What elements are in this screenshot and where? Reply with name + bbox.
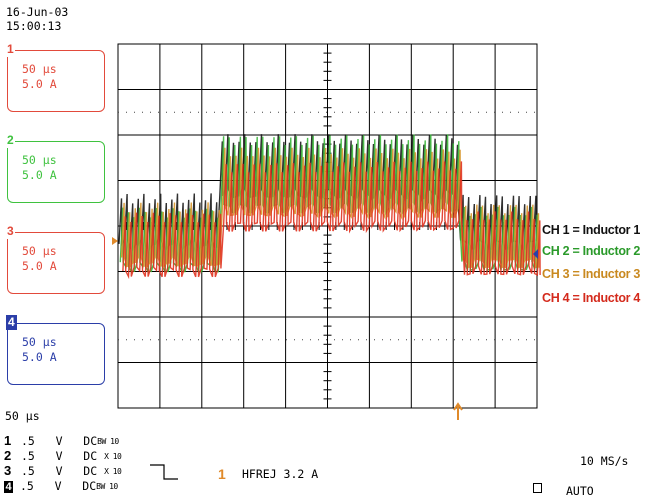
trace-ch1 xyxy=(118,134,537,252)
markers xyxy=(112,237,538,420)
legend-ch1: CH 1 = Inductor 1 xyxy=(542,223,641,237)
channel-3-timebase: 50 μs xyxy=(22,244,57,258)
channel-2-box[interactable]: 2 50 μs 5.0 A xyxy=(6,133,105,203)
channel-3-scale: 5.0 A xyxy=(22,259,57,273)
channel-1-timebase: 50 μs xyxy=(22,62,57,76)
setting-row-3: 3 .5 V DC X 10 xyxy=(4,463,122,478)
setting-2-coupling: DC xyxy=(83,449,98,463)
channel-4-scale: 5.0 A xyxy=(22,350,57,364)
trace-ch4 xyxy=(122,161,541,280)
channel-2-timebase: 50 μs xyxy=(22,153,57,167)
setting-4-limit: BW 10 xyxy=(96,482,118,491)
channel-1-scale: 5.0 A xyxy=(22,77,57,91)
date-text: 16-Jun-03 xyxy=(6,5,69,19)
channel-4-timebase: 50 μs xyxy=(22,335,57,349)
setting-1-unit: V xyxy=(55,434,63,448)
channel-3-number: 3 xyxy=(6,224,15,239)
setting-3-limit: X 10 xyxy=(104,467,122,476)
channel-2-number: 2 xyxy=(6,133,15,148)
trigger-channel: 1 xyxy=(218,466,226,482)
setting-4-coupling: DC xyxy=(82,479,97,493)
setting-4-num: 4 xyxy=(4,481,13,493)
setting-3-unit: V xyxy=(55,464,63,478)
setting-2-unit: V xyxy=(55,449,63,463)
setting-2-volts: .5 xyxy=(20,449,35,463)
legend-ch3: CH 3 = Inductor 3 xyxy=(542,267,641,281)
setting-4-volts: .5 xyxy=(19,479,34,493)
trigger-text: HFREJ 3.2 A xyxy=(242,467,319,481)
sample-rate: 10 MS/s xyxy=(580,454,629,468)
setting-1-limit: BW 10 xyxy=(97,437,119,446)
channel-1-number: 1 xyxy=(6,42,15,57)
setting-2-num: 2 xyxy=(4,448,12,463)
setting-1-volts: .5 xyxy=(20,434,35,448)
legend-ch4: CH 4 = Inductor 4 xyxy=(542,291,641,305)
setting-1-num: 1 xyxy=(4,433,12,448)
trigger-arrow-marker xyxy=(453,402,463,420)
channel-4-box[interactable]: 4 50 μs 5.0 A xyxy=(6,315,105,385)
time-text: 15:00:13 xyxy=(6,19,62,33)
setting-3-coupling: DC xyxy=(83,464,98,478)
setting-3-volts: .5 xyxy=(20,464,35,478)
channel-1-box[interactable]: 1 50 μs 5.0 A xyxy=(6,42,105,112)
acquisition-status-icon xyxy=(533,483,542,493)
legend-ch2: CH 2 = Inductor 2 xyxy=(542,244,641,258)
trace-ch3 xyxy=(120,147,540,270)
trigger-mode: AUTO xyxy=(566,484,594,498)
setting-1-coupling: DC xyxy=(83,434,98,448)
channel-2-scale: 5.0 A xyxy=(22,168,57,182)
ground-marker-left xyxy=(112,237,118,245)
trigger-level-marker xyxy=(533,249,538,259)
setting-row-4: 4 .5 V DCBW 10 xyxy=(4,479,118,493)
waveform-traces xyxy=(118,134,541,280)
channel-4-number: 4 xyxy=(6,315,17,330)
setting-4-unit: V xyxy=(54,479,62,493)
timestamp: 16-Jun-03 15:00:13 xyxy=(6,5,68,33)
setting-row-2: 2 .5 V DC X 10 xyxy=(4,448,122,463)
setting-row-1: 1 .5 V DCBW 10 xyxy=(4,433,119,448)
setting-3-num: 3 xyxy=(4,463,12,478)
setting-2-limit: X 10 xyxy=(104,452,122,461)
trigger-slope-icon xyxy=(150,464,178,480)
channel-3-box[interactable]: 3 50 μs 5.0 A xyxy=(6,224,105,294)
footer-timebase: 50 μs xyxy=(5,409,40,423)
